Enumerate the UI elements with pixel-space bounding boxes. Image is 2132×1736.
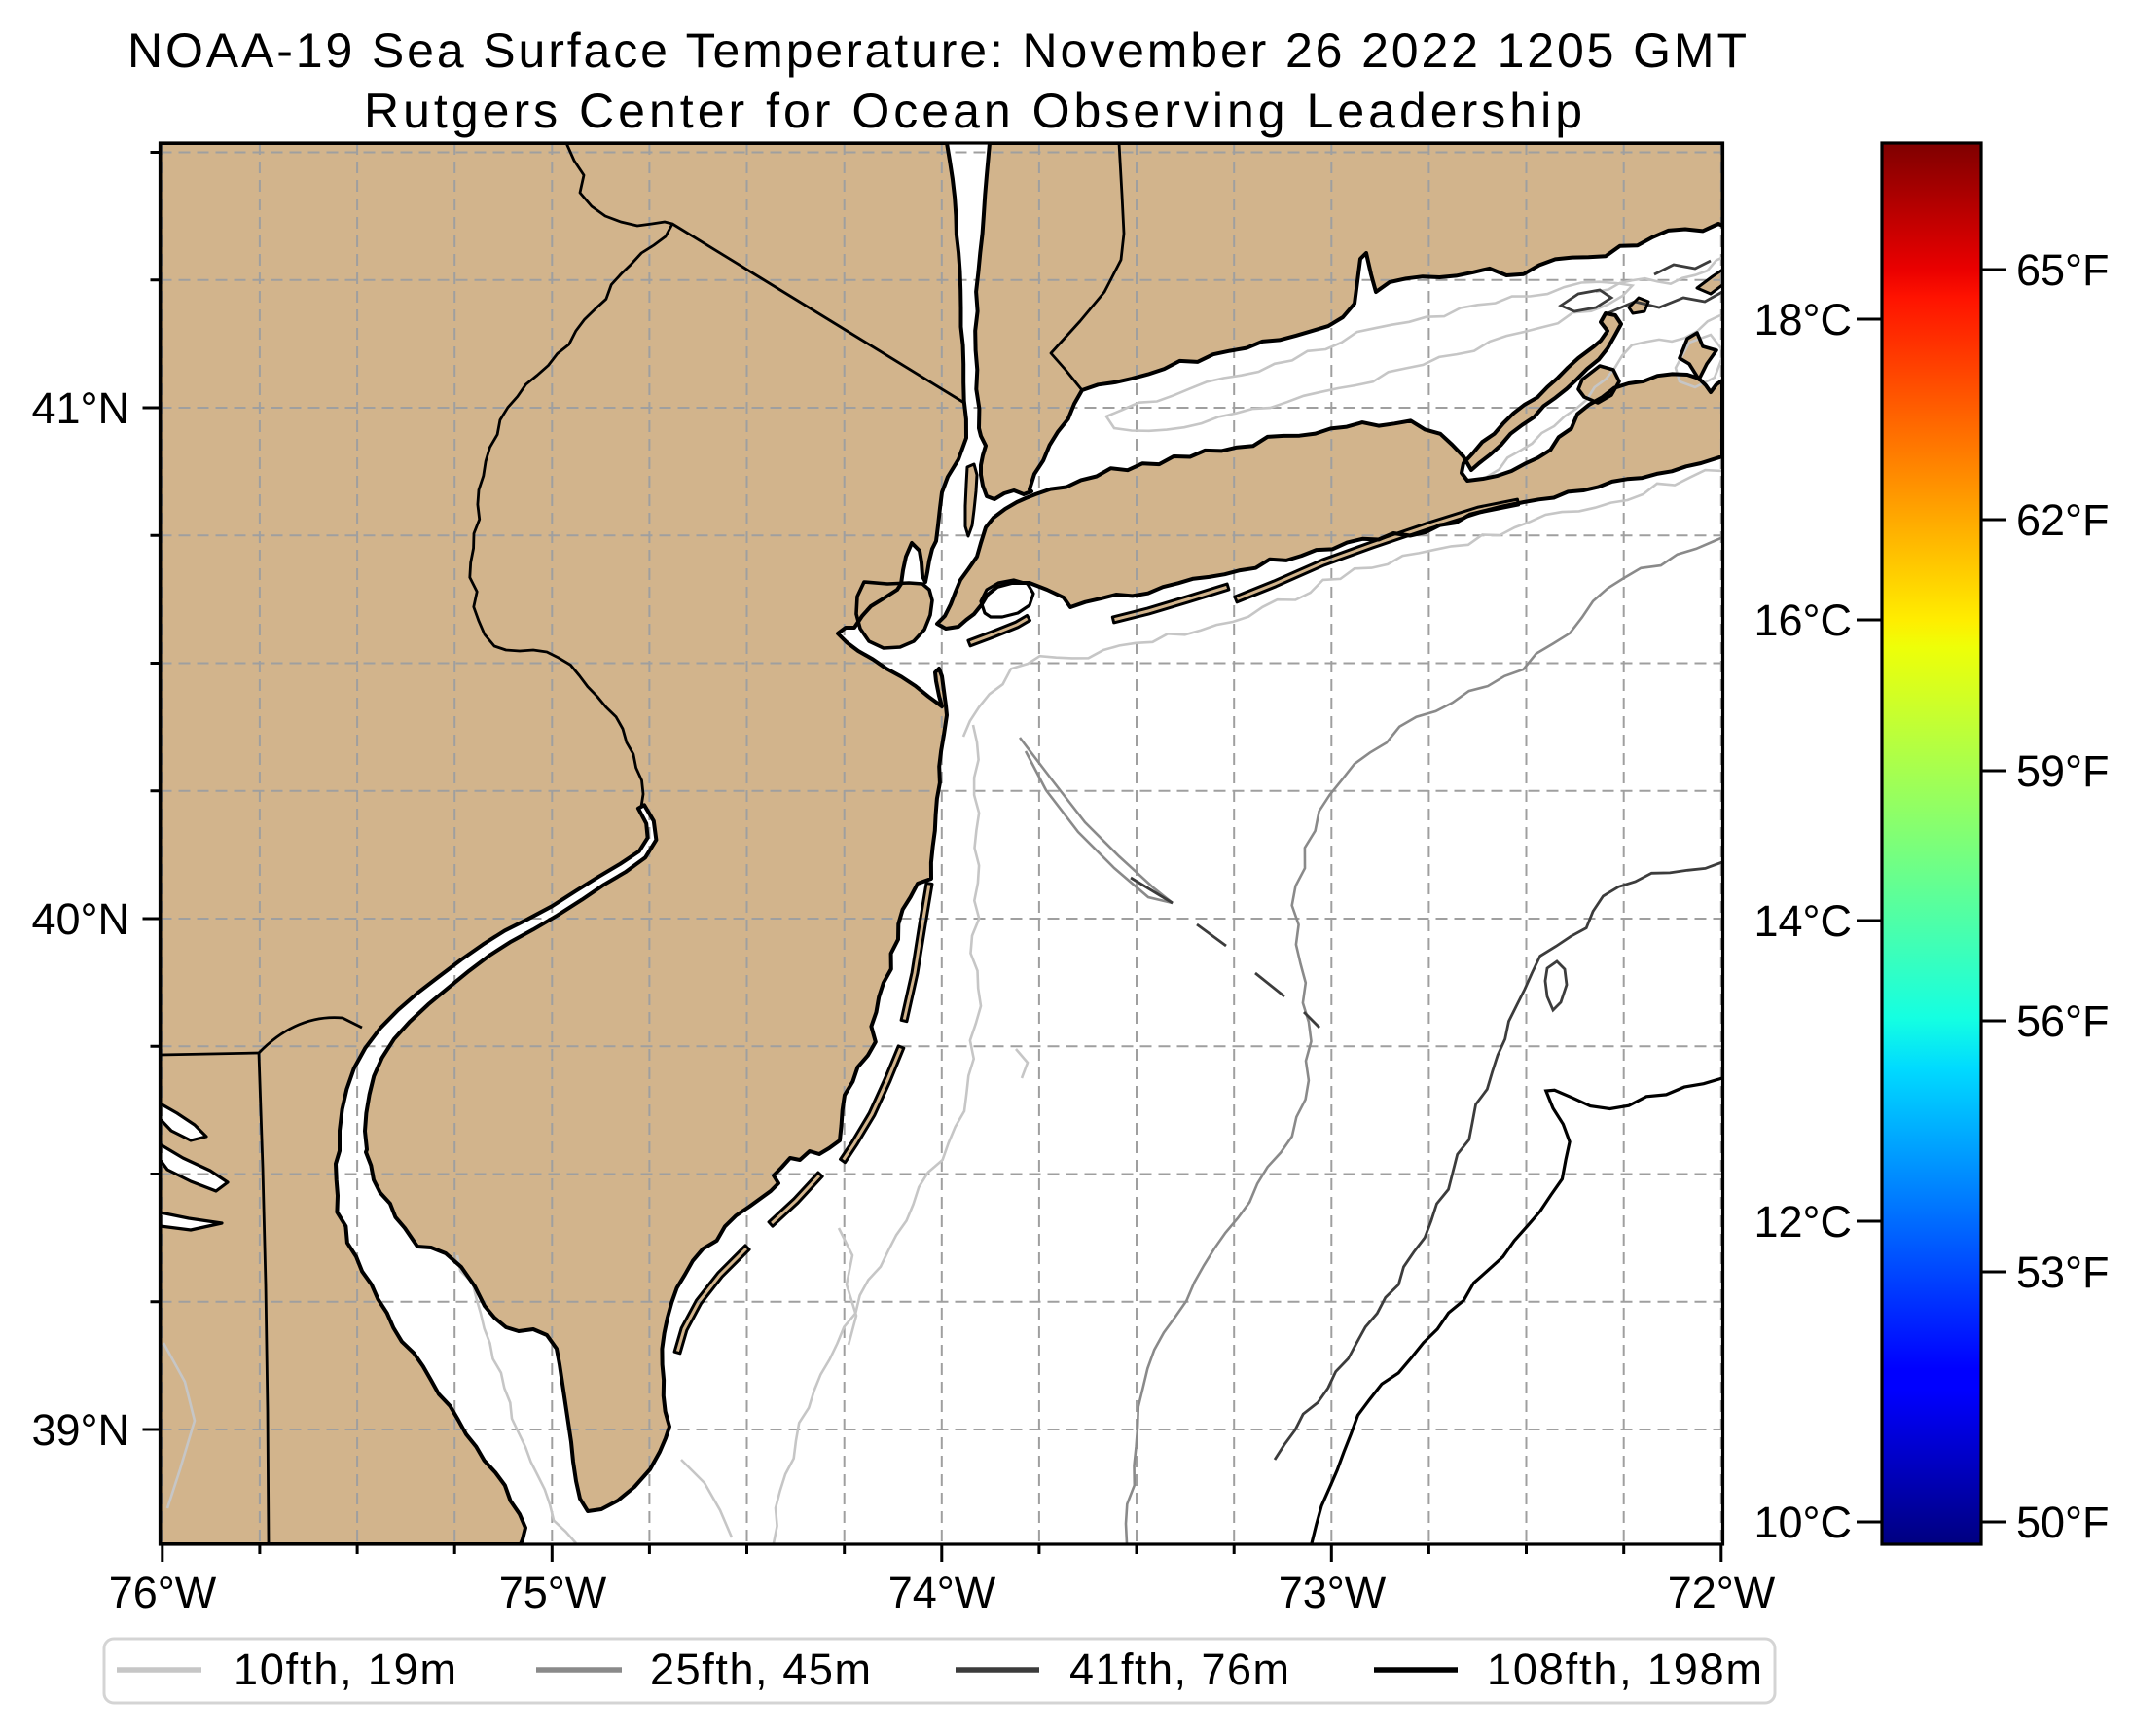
svg-text:16°C: 16°C: [1753, 596, 1852, 645]
svg-text:59°F: 59°F: [2016, 746, 2110, 796]
svg-text:53°F: 53°F: [2016, 1248, 2110, 1297]
svg-text:50°F: 50°F: [2016, 1498, 2110, 1547]
svg-text:73°W: 73°W: [1279, 1568, 1387, 1617]
svg-text:41°N: 41°N: [31, 383, 129, 433]
svg-text:12°C: 12°C: [1753, 1197, 1852, 1247]
svg-text:NOAA-19 Sea Surface Temperatur: NOAA-19 Sea Surface Temperature: Novembe…: [127, 23, 1747, 78]
svg-text:10°C: 10°C: [1753, 1498, 1852, 1547]
svg-text:41fth, 76m: 41fth, 76m: [1069, 1645, 1289, 1694]
svg-text:65°F: 65°F: [2016, 245, 2110, 295]
svg-text:75°W: 75°W: [499, 1568, 607, 1617]
svg-text:72°W: 72°W: [1668, 1568, 1776, 1617]
svg-text:74°W: 74°W: [888, 1568, 996, 1617]
svg-text:56°F: 56°F: [2016, 996, 2110, 1046]
svg-text:108fth, 198m: 108fth, 198m: [1487, 1645, 1762, 1694]
svg-text:25fth, 45m: 25fth, 45m: [650, 1645, 871, 1694]
svg-text:40°N: 40°N: [31, 894, 129, 944]
svg-text:39°N: 39°N: [31, 1405, 129, 1455]
svg-text:Rutgers Center for Ocean Obser: Rutgers Center for Ocean Observing Leade…: [364, 84, 1582, 138]
svg-text:76°W: 76°W: [109, 1568, 217, 1617]
svg-text:10fth, 19m: 10fth, 19m: [234, 1645, 456, 1694]
svg-text:14°C: 14°C: [1753, 896, 1852, 946]
svg-text:18°C: 18°C: [1753, 295, 1852, 344]
svg-text:62°F: 62°F: [2016, 495, 2110, 545]
